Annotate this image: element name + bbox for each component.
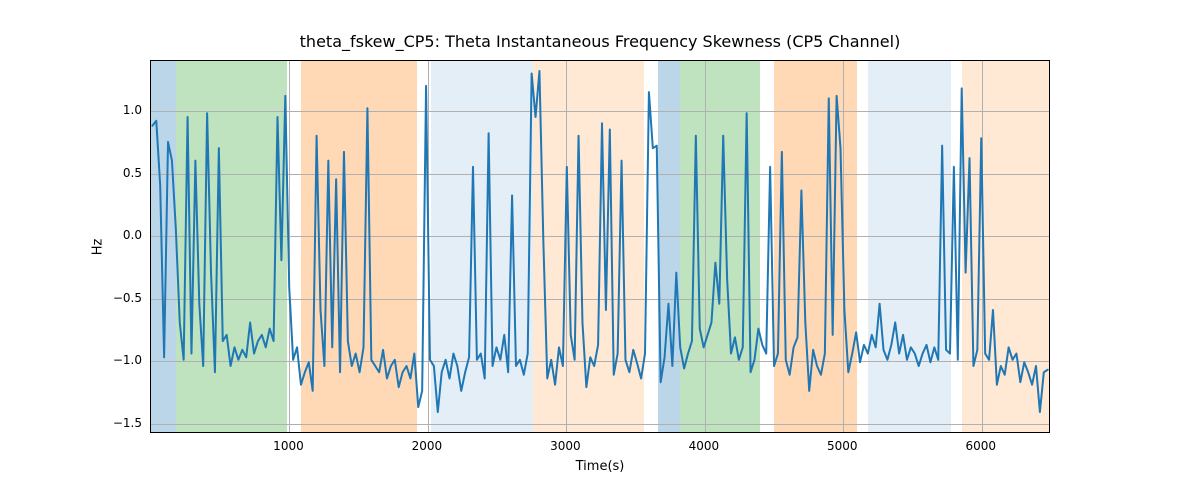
x-axis-label: Time(s) <box>150 459 1050 474</box>
x-tick-label: 3000 <box>550 439 581 453</box>
x-tick-label: 2000 <box>412 439 443 453</box>
y-tick-label: −1.5 <box>113 416 142 430</box>
x-tick-label: 4000 <box>689 439 720 453</box>
chart-title: theta_fskew_CP5: Theta Instantaneous Fre… <box>0 32 1200 51</box>
figure: theta_fskew_CP5: Theta Instantaneous Fre… <box>0 0 1200 500</box>
y-tick-label: 0.5 <box>123 166 142 180</box>
x-tick-label: 5000 <box>827 439 858 453</box>
x-tick-label: 6000 <box>965 439 996 453</box>
y-axis-label: Hz <box>91 238 106 255</box>
y-tick-label: −0.5 <box>113 291 142 305</box>
y-tick-label: 1.0 <box>123 103 142 117</box>
y-tick-label: −1.0 <box>113 353 142 367</box>
x-tick-label: 1000 <box>273 439 304 453</box>
y-tick-label: 0.0 <box>123 228 142 242</box>
series-line <box>151 61 1049 432</box>
plot-area <box>150 60 1050 433</box>
